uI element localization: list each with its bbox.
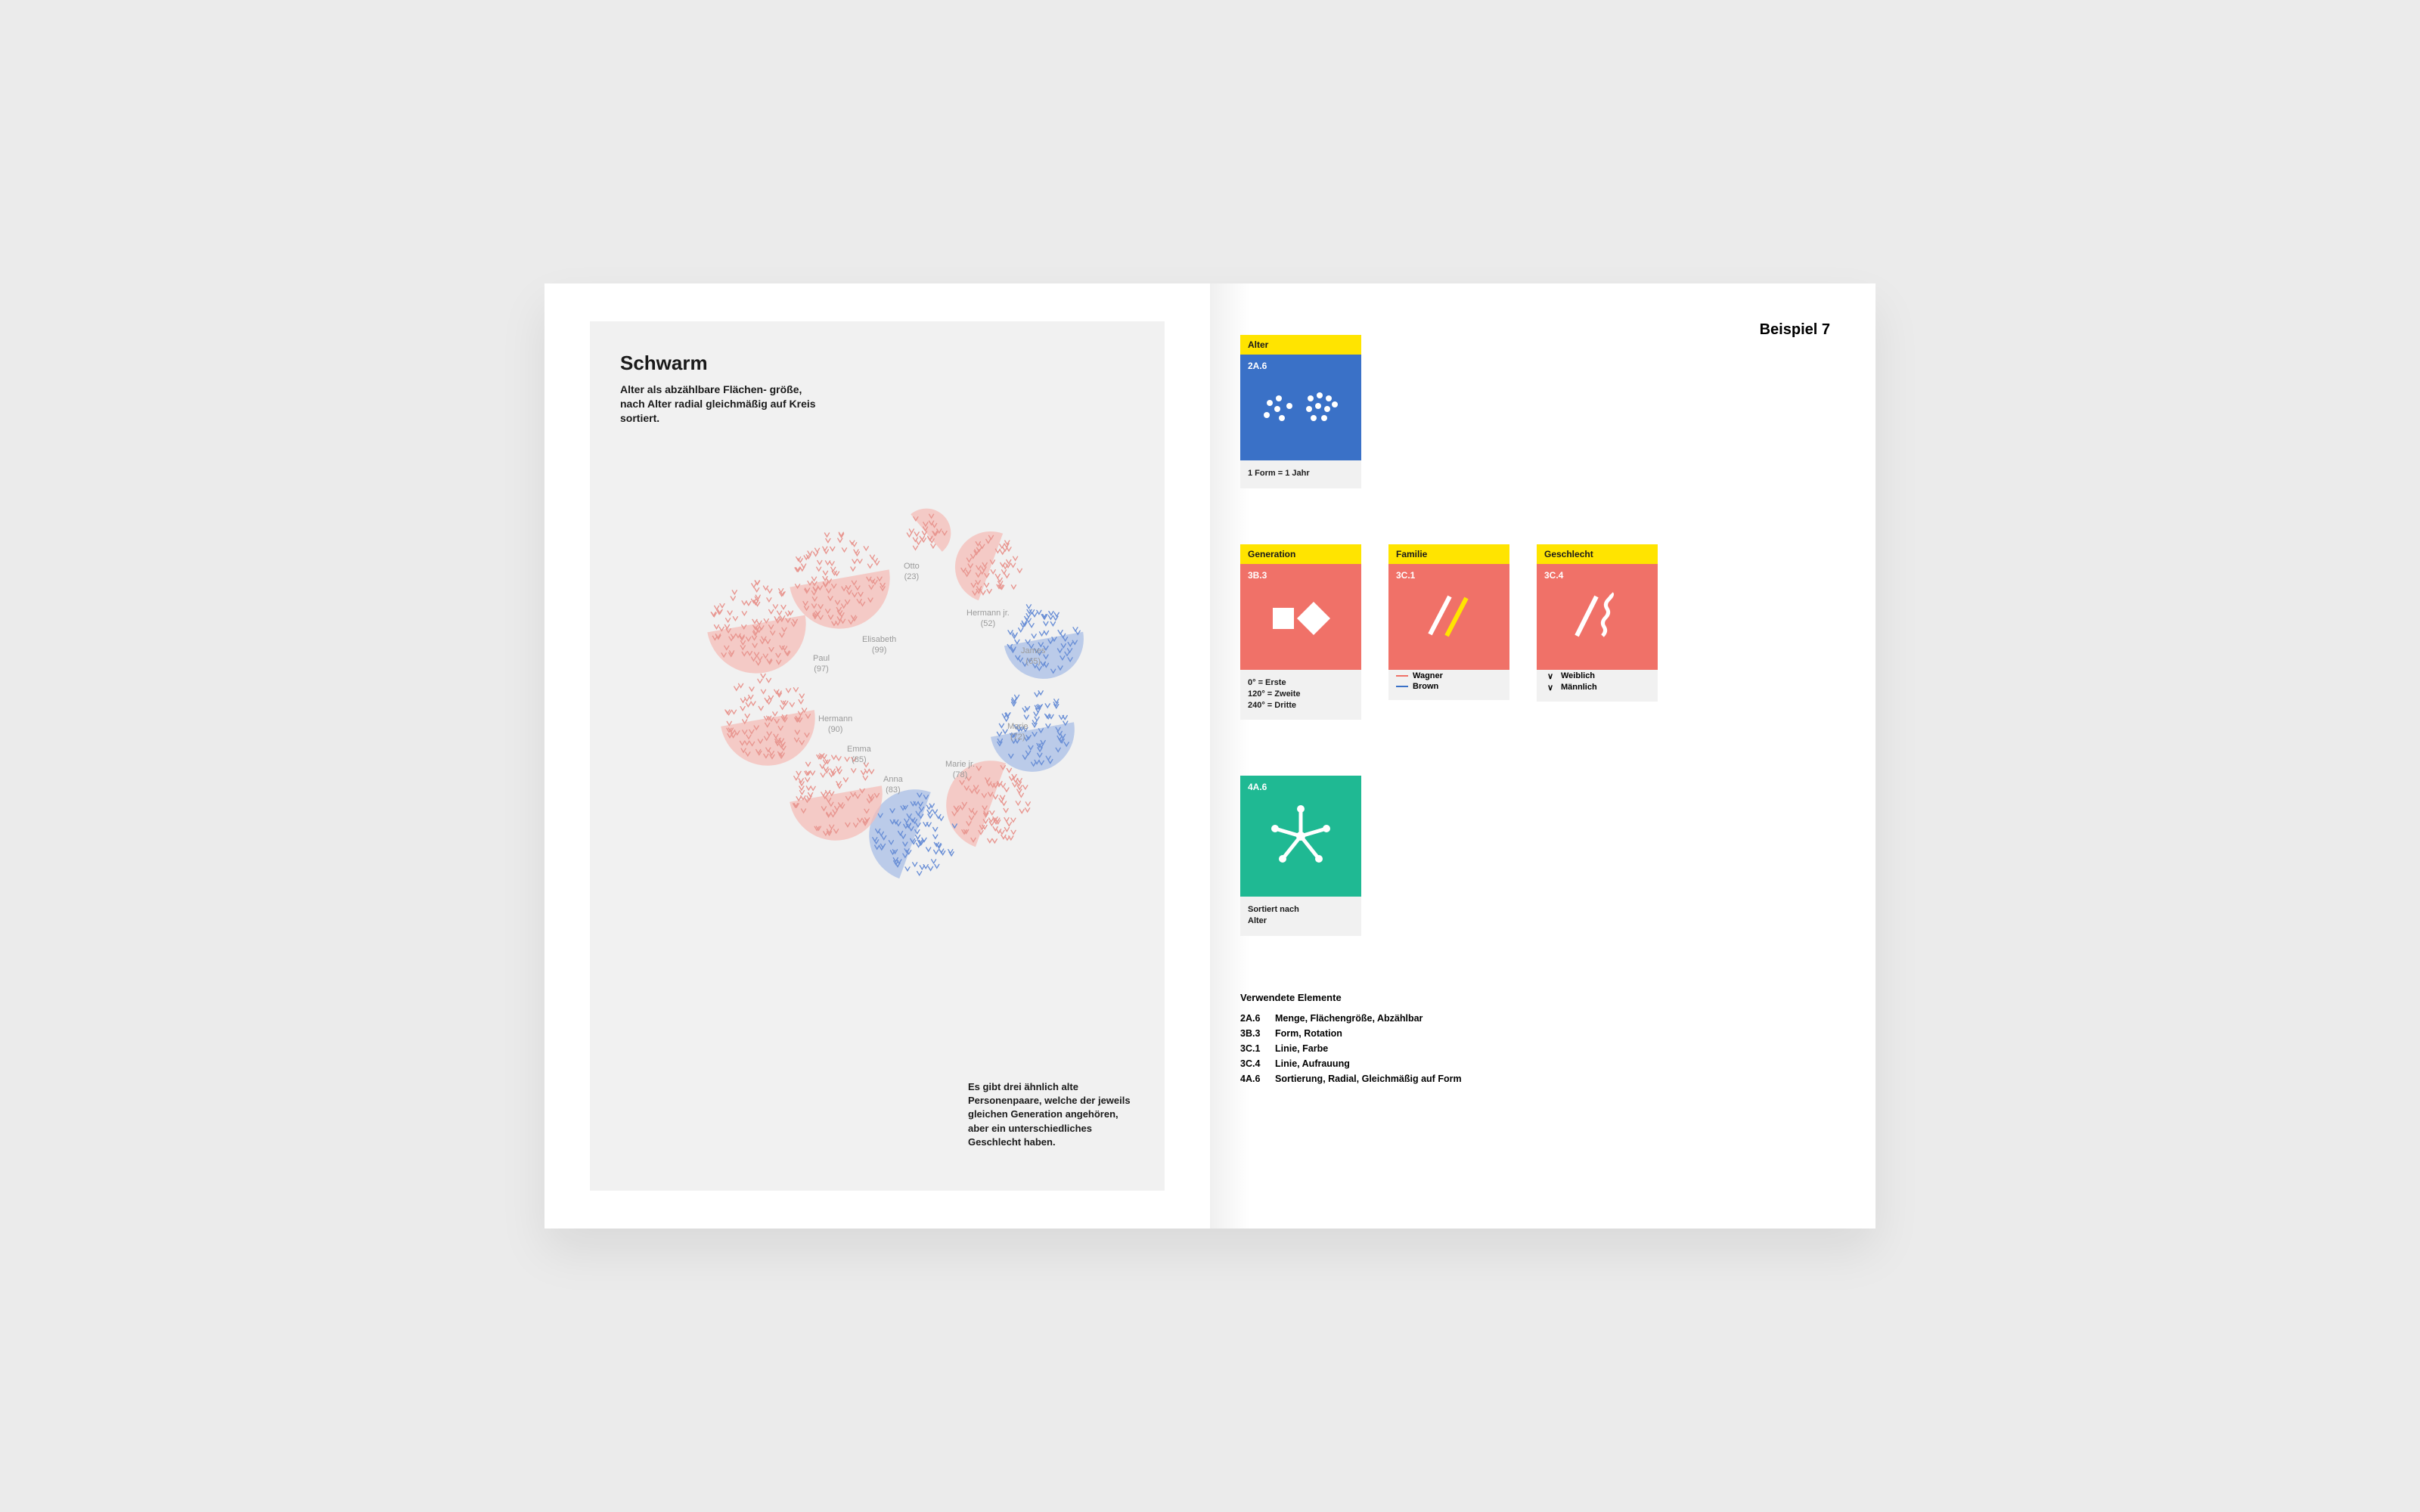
- alter-icon: [1259, 385, 1342, 430]
- card-sort-caption: Sortiert nach Alter: [1240, 897, 1361, 927]
- card-familie: Familie 3C.1 Wagner: [1388, 544, 1509, 720]
- cluster-label: Marie(72): [1007, 722, 1028, 743]
- cluster-james: [1003, 598, 1084, 680]
- card-gen-cap0: 0° = Erste: [1240, 670, 1361, 689]
- page-right: Beispiel 7 Alter 2A.6: [1210, 284, 1876, 1228]
- card-gen-code: 3B.3: [1248, 570, 1267, 581]
- generation-icon: [1259, 594, 1342, 640]
- legend-brown-label: Brown: [1413, 682, 1438, 691]
- legend-wagner: Wagner: [1388, 670, 1509, 680]
- row-sort: 4A.6: [1240, 776, 1830, 947]
- sort-icon: [1263, 798, 1339, 874]
- legend-maennlich: ∨ Männlich: [1537, 681, 1658, 692]
- elements-list: 2A.6Menge, Flächengröße, Abzählbar3B.3Fo…: [1240, 1011, 1830, 1086]
- swatch-brown: [1396, 686, 1408, 687]
- card-fam-code: 3C.1: [1396, 570, 1415, 581]
- cluster-hermann-jr-: [954, 531, 1027, 603]
- card-gen-body: 3B.3: [1240, 564, 1361, 670]
- legend-weiblich: ∨ Weiblich: [1537, 670, 1658, 681]
- card-sort-code: 4A.6: [1248, 782, 1267, 792]
- cluster-label: Anna(83): [883, 775, 903, 796]
- card-gen-cap2: 240° = Dritte: [1240, 700, 1361, 711]
- cluster-label: Elisabeth(99): [862, 635, 896, 656]
- cluster-label: James(65): [1021, 646, 1045, 668]
- left-subtitle: Alter als abzählbare Flächen- größe, nac…: [620, 383, 817, 426]
- cluster-label: Hermann(90): [818, 714, 852, 736]
- familie-icon: [1407, 590, 1491, 643]
- book-spread: Schwarm Alter als abzählbare Flächen- gr…: [544, 284, 1876, 1228]
- glyph-weiblich: ∨: [1544, 671, 1556, 681]
- legend-wagner-label: Wagner: [1413, 671, 1443, 680]
- bottom-note: Es gibt drei ähnlich alte Personenpaare,…: [968, 1080, 1131, 1149]
- cluster-label: Marie jr.(78): [945, 760, 975, 781]
- cluster-hermann: [719, 670, 816, 767]
- card-gen-cap1: 120° = Zweite: [1240, 689, 1361, 700]
- cluster-label: Otto(23): [904, 562, 920, 583]
- element-row: 3B.3Form, Rotation: [1240, 1026, 1830, 1041]
- card-alter-body: 2A.6: [1240, 355, 1361, 460]
- page-left: Schwarm Alter als abzählbare Flächen- gr…: [544, 284, 1210, 1228]
- element-row: 2A.6Menge, Flächengröße, Abzählbar: [1240, 1011, 1830, 1026]
- cluster-label: Emma(85): [847, 745, 871, 766]
- row-alter: Alter 2A.6: [1240, 335, 1830, 499]
- card-sort: 4A.6: [1240, 776, 1361, 936]
- card-gs-body: 3C.4: [1537, 564, 1658, 670]
- row-three: Generation 3B.3 0° = Erste 120° = Zweite…: [1240, 544, 1830, 731]
- card-alter: Alter 2A.6: [1240, 335, 1361, 488]
- element-row: 3C.4Linie, Aufrauung: [1240, 1056, 1830, 1071]
- card-alter-head: Alter: [1240, 335, 1361, 355]
- card-gen-head: Generation: [1240, 544, 1361, 564]
- swarm-diagram: Elisabeth(99)Otto(23)Hermann jr.(52)Jame…: [628, 525, 1127, 964]
- geschlecht-icon: [1556, 590, 1639, 643]
- card-gs-code: 3C.4: [1544, 570, 1563, 581]
- card-fam-body: 3C.1: [1388, 564, 1509, 670]
- element-row: 4A.6Sortierung, Radial, Gleichmäßig auf …: [1240, 1071, 1830, 1086]
- swatch-wagner: [1396, 675, 1408, 677]
- element-row: 3C.1Linie, Farbe: [1240, 1041, 1830, 1056]
- card-generation: Generation 3B.3 0° = Erste 120° = Zweite…: [1240, 544, 1361, 720]
- cards-area: Alter 2A.6: [1240, 335, 1830, 1086]
- card-alter-code: 2A.6: [1248, 361, 1267, 371]
- left-title: Schwarm: [620, 352, 1134, 375]
- card-sort-body: 4A.6: [1240, 776, 1361, 897]
- glyph-maennlich: ∨: [1544, 683, 1556, 692]
- legend-brown: Brown: [1388, 680, 1509, 691]
- card-geschlecht: Geschlecht 3C.4 ∨ Weiblich: [1537, 544, 1658, 720]
- card-fam-head: Familie: [1388, 544, 1509, 564]
- legend-maennlich-label: Männlich: [1561, 683, 1597, 692]
- legend-weiblich-label: Weiblich: [1561, 671, 1595, 680]
- card-gs-head: Geschlecht: [1537, 544, 1658, 564]
- cluster-otto: [901, 508, 951, 558]
- grey-panel: Schwarm Alter als abzählbare Flächen- gr…: [590, 321, 1165, 1191]
- page-header: Beispiel 7: [1760, 321, 1830, 339]
- elements-title: Verwendete Elemente: [1240, 992, 1830, 1003]
- cluster-paul: [706, 573, 807, 674]
- card-alter-caption: 1 Form = 1 Jahr: [1240, 460, 1361, 479]
- cluster-label: Paul(97): [813, 654, 830, 675]
